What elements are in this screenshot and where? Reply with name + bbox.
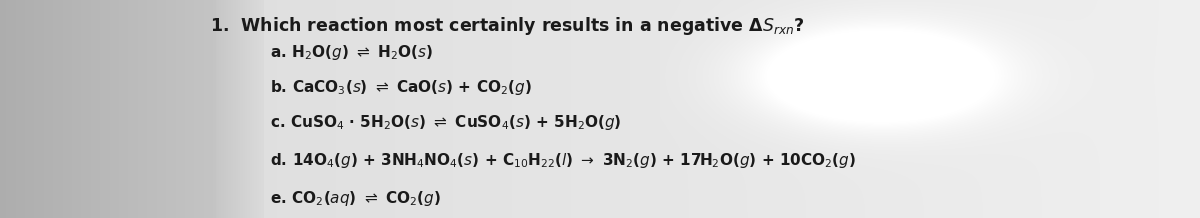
Text: b. CaCO$_3$($s$) $\rightleftharpoons$ CaO($s$) + CO$_2$($g$): b. CaCO$_3$($s$) $\rightleftharpoons$ Ca… <box>270 78 532 97</box>
Text: e. CO$_2$($aq$) $\rightleftharpoons$ CO$_2$($g$): e. CO$_2$($aq$) $\rightleftharpoons$ CO$… <box>270 189 442 208</box>
Text: 1.  Which reaction most certainly results in a negative Δ$S_{rxn}$?: 1. Which reaction most certainly results… <box>210 15 804 37</box>
Text: a. H$_2$O($g$) $\rightleftharpoons$ H$_2$O($s$): a. H$_2$O($g$) $\rightleftharpoons$ H$_2… <box>270 43 433 62</box>
Text: c. CuSO$_4$ · 5H$_2$O($s$) $\rightleftharpoons$ CuSO$_4$($s$) + 5H$_2$O($g$): c. CuSO$_4$ · 5H$_2$O($s$) $\rightleftha… <box>270 112 622 132</box>
Text: d. 14O$_4$($g$) + 3NH$_4$NO$_4$($s$) + C$_{10}$H$_{22}$($l$) $\rightarrow$ 3N$_2: d. 14O$_4$($g$) + 3NH$_4$NO$_4$($s$) + C… <box>270 151 857 170</box>
